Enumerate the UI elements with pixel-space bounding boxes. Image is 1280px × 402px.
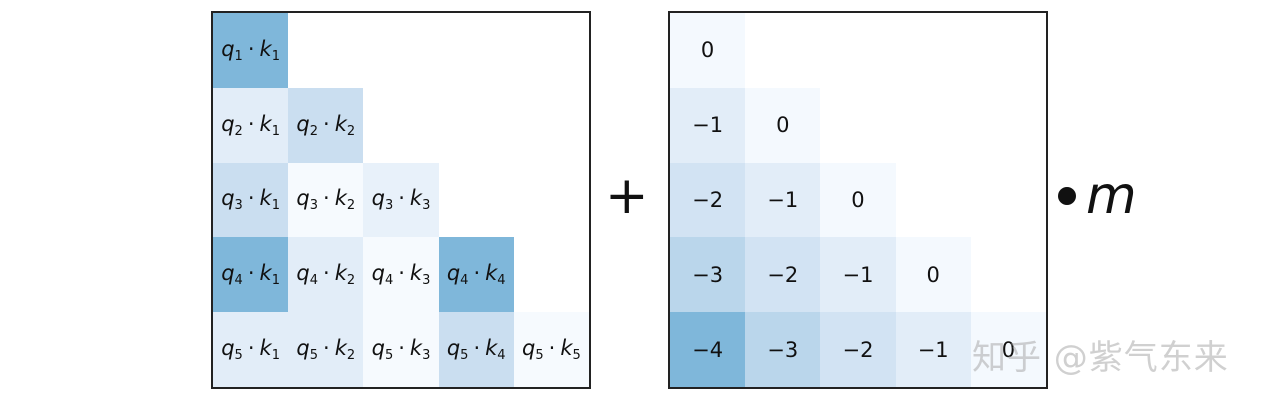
bias-cell: −1 [745, 162, 821, 238]
bias-value: −3 [692, 262, 724, 287]
qk-cell: q3 · k3 [363, 162, 439, 238]
qk-cell [513, 162, 589, 238]
qk-cell: q5 · k3 [363, 312, 439, 387]
bias-cell [895, 162, 971, 238]
bias-cell: 0 [820, 162, 896, 238]
qk-cell: q5 · k5 [513, 312, 589, 387]
bias-cell [820, 13, 896, 88]
bias-value: −3 [767, 337, 799, 362]
bias-value: 0 [776, 113, 790, 138]
qk-product-label: q2 · k2 [296, 111, 356, 139]
qk-cell: q1 · k1 [213, 13, 289, 88]
qk-product-label: q5 · k1 [221, 336, 280, 364]
bias-cell: 0 [895, 237, 971, 313]
bias-value: 0 [851, 187, 865, 212]
bias-cell [895, 87, 971, 163]
bias-cell: −1 [820, 237, 896, 313]
multiply-dot-icon [1058, 187, 1076, 205]
bias-value: 0 [1001, 337, 1016, 362]
qk-cell: q4 · k4 [438, 237, 514, 313]
qk-cell: q2 · k2 [288, 87, 364, 163]
bias-cell [895, 13, 971, 88]
bias-value: −1 [917, 337, 949, 362]
bias-cell: −3 [745, 312, 821, 387]
qk-cell [438, 13, 514, 88]
qk-product-label: q5 · k2 [296, 336, 356, 364]
qk-cell [363, 87, 439, 163]
qk-cell [513, 87, 589, 163]
bias-value: 0 [700, 38, 715, 63]
bias-value: −2 [692, 187, 724, 212]
qk-product-label: q4 · k3 [371, 261, 431, 289]
bias-cell: −2 [820, 312, 896, 387]
qk-product-label: q4 · k1 [221, 261, 280, 289]
bias-cell: −2 [670, 162, 746, 238]
bias-cell: −4 [670, 312, 746, 387]
bias-cell [970, 237, 1046, 313]
watermark: 知乎 @紫气东来 [972, 338, 1229, 378]
bias-cell: −3 [670, 237, 746, 313]
bias-cell: −1 [670, 87, 746, 163]
qk-cell: q3 · k1 [213, 162, 289, 238]
bias-cell [970, 162, 1046, 238]
qk-cell [513, 13, 589, 88]
bias-cell [745, 13, 821, 88]
bias-value: −1 [842, 262, 874, 287]
qk-product-label: q5 · k3 [371, 336, 431, 364]
qk-cell: q3 · k2 [288, 162, 364, 238]
bias-cell [970, 13, 1046, 88]
qk-cell [438, 162, 514, 238]
qk-product-label: q3 · k3 [371, 186, 431, 214]
qk-cell: q4 · k2 [288, 237, 364, 313]
qk-cell: q5 · k1 [213, 312, 289, 387]
qk-cell: q2 · k1 [213, 87, 289, 163]
bias-cell: 0 [745, 87, 821, 163]
bias-value: −4 [692, 337, 724, 362]
bias-cell [820, 87, 896, 163]
qk-matrix: q1 · k1 q2 · k1 q2 · k2 q3 · k1 q3 · k2 q3 · k3 q4 · k1 q4 · k2… [211, 11, 591, 389]
qk-product-label: q2 · k1 [221, 111, 280, 139]
qk-product-label: q5 · k4 [446, 336, 506, 364]
bias-cell: 0 [670, 13, 746, 88]
qk-product-label: q3 · k1 [221, 186, 280, 214]
bias-value: −2 [842, 337, 874, 362]
qk-cell [288, 13, 364, 88]
qk-product-label: q3 · k2 [296, 186, 356, 214]
bias-value: −1 [767, 187, 799, 212]
qk-product-label: q5 · k5 [522, 336, 581, 364]
qk-product-label: q1 · k1 [221, 36, 280, 64]
bias-cell [970, 87, 1046, 163]
qk-cell: q4 · k1 [213, 237, 289, 313]
qk-cell [438, 87, 514, 163]
qk-cell [363, 13, 439, 88]
bias-cell: −2 [745, 237, 821, 313]
qk-cell: q5 · k2 [288, 312, 364, 387]
bias-cell: 0 [970, 312, 1046, 387]
plus-symbol: + [605, 166, 649, 226]
qk-product-label: q4 · k2 [296, 261, 356, 289]
bias-cell: −1 [895, 312, 971, 387]
distance-bias-matrix: 0 −1 0 −2 −1 0 −3 −2 −1 0 −4 −3 −2 −1 0 [668, 11, 1048, 389]
bias-value: −1 [692, 113, 724, 138]
slope-variable: m [1086, 166, 1137, 226]
bias-value: 0 [926, 262, 940, 287]
qk-cell [513, 237, 589, 313]
qk-product-label: q4 · k4 [446, 261, 506, 289]
bias-value: −2 [767, 262, 799, 287]
qk-cell: q4 · k3 [363, 237, 439, 313]
slope-multiplier: m [1058, 166, 1137, 226]
qk-cell: q5 · k4 [438, 312, 514, 387]
